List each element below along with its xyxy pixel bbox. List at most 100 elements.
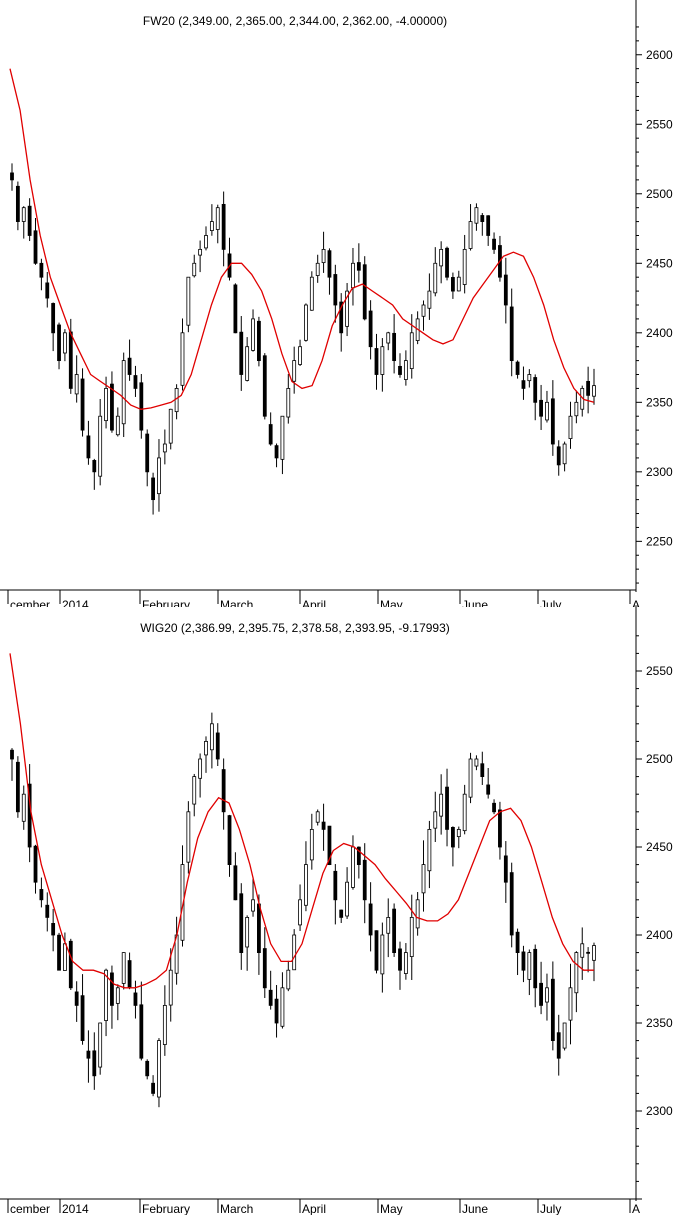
- candle-up: [115, 987, 120, 1004]
- candle-up: [568, 987, 573, 1021]
- candle-up: [403, 360, 408, 380]
- candle-down: [233, 865, 238, 901]
- candle-up: [251, 899, 255, 912]
- candle-up: [527, 952, 532, 980]
- candle-down: [33, 230, 38, 264]
- candle-up: [286, 388, 291, 418]
- candle-down: [445, 786, 449, 830]
- candle-up: [280, 987, 285, 1027]
- candle-down: [498, 809, 502, 848]
- candle-down: [356, 846, 361, 866]
- candle-down: [262, 355, 267, 417]
- candle-up: [204, 235, 208, 249]
- candle-down: [356, 262, 361, 271]
- candle-down: [398, 365, 402, 375]
- candle-down: [368, 310, 373, 348]
- candle-down: [51, 923, 56, 936]
- candle-down: [521, 380, 526, 389]
- candle-down: [33, 845, 38, 883]
- candle-up: [104, 388, 108, 422]
- candle-down: [451, 277, 455, 292]
- candle-down: [145, 433, 150, 473]
- candle-down: [15, 761, 20, 813]
- candle-down: [45, 904, 50, 918]
- candle-down: [51, 303, 56, 334]
- y-tick-label: 2300: [646, 1104, 673, 1118]
- candle-down: [15, 185, 20, 222]
- candle-up: [162, 443, 167, 453]
- candle-down: [550, 978, 555, 1041]
- candle-up: [104, 969, 108, 1021]
- y-tick-label: 2450: [646, 256, 673, 270]
- candle-down: [333, 274, 338, 306]
- candle-up: [380, 934, 385, 975]
- candle-down: [451, 826, 455, 848]
- candle-up: [157, 457, 161, 495]
- candle-down: [139, 1004, 144, 1059]
- candle-up: [63, 943, 67, 971]
- candle-down: [533, 948, 538, 989]
- candle-up: [321, 248, 326, 264]
- candle-down: [57, 934, 61, 971]
- candle-down: [10, 172, 14, 181]
- candle-up: [192, 262, 197, 277]
- candle-up: [204, 740, 208, 756]
- candle-down: [339, 301, 344, 334]
- candle-down: [221, 769, 226, 813]
- candle-up: [180, 332, 185, 386]
- candle-up: [574, 952, 579, 994]
- candle-up: [21, 793, 26, 822]
- candle-up: [462, 248, 467, 285]
- candle-down: [27, 205, 32, 236]
- candle-up: [351, 846, 355, 888]
- candle-up: [427, 290, 432, 309]
- candle-down: [10, 749, 14, 760]
- y-tick-label: 2300: [646, 465, 673, 479]
- candle-up: [121, 952, 126, 984]
- candle-up: [439, 248, 444, 267]
- candle-up: [286, 969, 291, 990]
- candle-up: [345, 290, 349, 327]
- candle-down: [398, 948, 402, 971]
- candle-down: [492, 802, 496, 813]
- candle-down: [74, 991, 79, 1006]
- candle-up: [186, 811, 191, 863]
- candle-up: [245, 916, 250, 948]
- y-tick-label: 2250: [646, 534, 673, 548]
- candle-up: [21, 207, 26, 222]
- candle-down: [362, 264, 367, 320]
- candle-down: [539, 982, 543, 1006]
- candle-down: [362, 859, 367, 901]
- candle-down: [86, 435, 91, 459]
- candle-down: [480, 215, 485, 222]
- candle-up: [168, 969, 173, 1006]
- candle-up: [315, 262, 320, 276]
- candle-down: [151, 1082, 155, 1094]
- x-tick-label: April: [302, 598, 326, 607]
- x-tick-label: July: [540, 1202, 561, 1215]
- candle-up: [345, 881, 349, 917]
- candle-down: [503, 274, 508, 306]
- x-tick-label: March: [220, 1202, 253, 1215]
- candle-up: [162, 1004, 167, 1045]
- candle-down: [539, 399, 543, 417]
- candle-up: [409, 916, 414, 957]
- y-tick-label: 2400: [646, 326, 673, 340]
- candle-down: [268, 424, 273, 445]
- candle-up: [315, 811, 320, 823]
- x-tick-label: July: [540, 598, 561, 607]
- candle-up: [545, 987, 549, 1003]
- y-tick-label: 2500: [646, 187, 673, 201]
- candle-down: [486, 784, 491, 795]
- candle-up: [63, 332, 67, 354]
- candle-up: [456, 828, 461, 838]
- x-tick-label: 2014: [62, 1202, 89, 1215]
- candle-down: [68, 331, 73, 389]
- candle-up: [433, 262, 438, 294]
- candle-up: [409, 332, 414, 369]
- candle-up: [157, 1040, 161, 1098]
- candle-up: [215, 207, 220, 230]
- fw20-chart-panel: FW20 (2,349.00, 2,365.00, 2,344.00, 2,36…: [0, 0, 688, 607]
- candle-down: [92, 1050, 97, 1077]
- x-tick-label: April: [302, 1202, 326, 1215]
